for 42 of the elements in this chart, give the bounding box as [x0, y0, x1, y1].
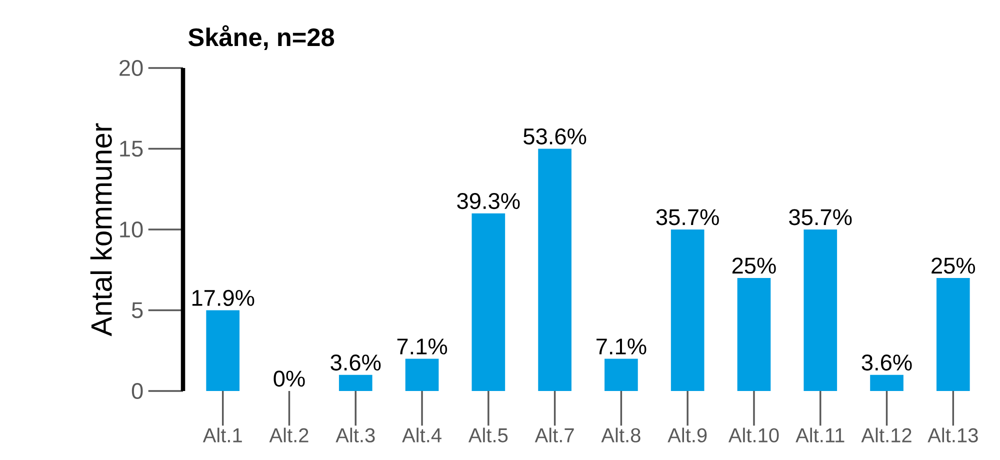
annotation: 39.3% — [457, 193, 520, 210]
x-tick-label: Alt.8 — [601, 428, 640, 442]
x-tick-label: Alt.3 — [336, 428, 375, 442]
bar — [472, 213, 506, 391]
y-tick-label: 15 — [120, 140, 143, 157]
y-tick-label: 5 — [132, 302, 143, 318]
bar — [737, 278, 771, 391]
bar — [206, 310, 240, 391]
annotation: 53.6% — [524, 128, 586, 144]
x-tick-label: Alt.1 — [202, 428, 242, 442]
bar — [604, 358, 638, 391]
annotation: 25% — [732, 258, 776, 274]
annotation: 7.1% — [397, 338, 448, 354]
x-tick-label: Alt.5 — [468, 428, 508, 442]
bar — [804, 229, 838, 391]
annotation: 35.7% — [656, 209, 719, 226]
x-tick-label: Alt.12 — [861, 428, 912, 442]
annotation: 0% — [274, 370, 305, 387]
x-tick-label: Alt.11 — [796, 428, 844, 442]
y-tick-label: 0 — [132, 382, 143, 400]
y-tick-label: 10 — [120, 221, 143, 238]
x-tick-label: Alt.4 — [402, 428, 442, 442]
annotation: 35.7% — [789, 209, 852, 226]
annotation: 17.9% — [192, 290, 254, 306]
bar — [670, 229, 704, 391]
x-tick-label: Alt.10 — [728, 428, 779, 442]
bar — [936, 278, 970, 391]
annotation: 3.6% — [330, 354, 381, 371]
bar — [870, 374, 904, 391]
y-tick-label: 20 — [120, 60, 143, 76]
chart-title: Skåne, n=28 — [188, 25, 334, 50]
annotation: 3.6% — [862, 354, 912, 371]
annotation: 7.1% — [596, 338, 646, 354]
x-tick-label: Alt.7 — [534, 428, 574, 442]
y-axis-title: Antal kommuner — [90, 123, 112, 336]
bar — [338, 374, 372, 391]
bar — [538, 148, 572, 391]
x-tick-label: Alt.9 — [668, 428, 707, 442]
x-tick-label: Alt.13 — [928, 428, 978, 442]
x-tick-label: Alt.2 — [269, 428, 308, 442]
annotation: 25% — [932, 258, 976, 274]
bar — [405, 358, 439, 391]
